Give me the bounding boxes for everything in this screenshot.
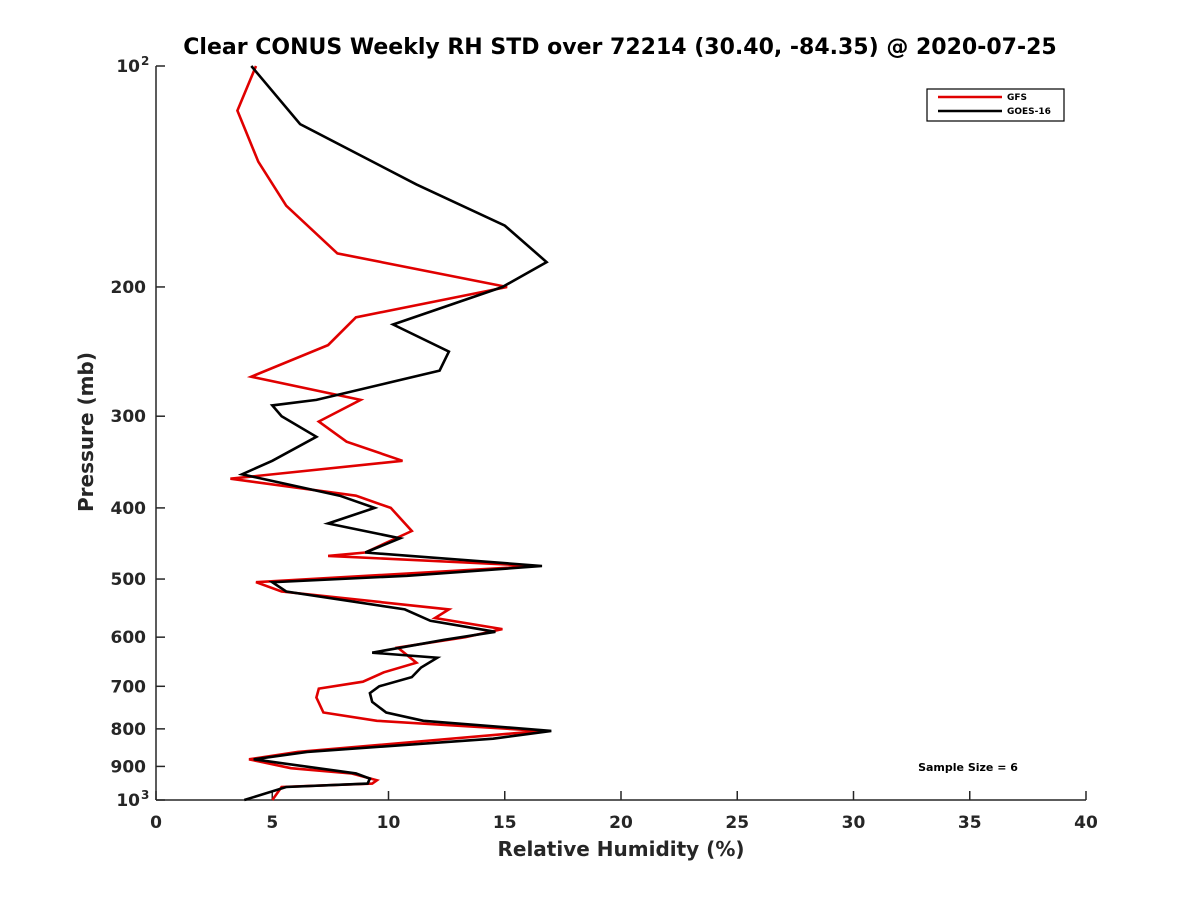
- y-axis-label: Pressure (mb): [74, 352, 98, 512]
- x-tick-label: 10: [377, 813, 401, 833]
- y-tick-label-exponent: 3: [141, 788, 149, 802]
- legend-label-goes16: GOES-16: [1007, 107, 1051, 117]
- legend-box: [926, 88, 1065, 122]
- sample-size-annotation: Sample Size = 6: [918, 761, 1018, 774]
- x-tick-label: 0: [150, 813, 162, 833]
- y-tick-label: 400: [111, 499, 147, 519]
- x-tick-label: 35: [958, 813, 982, 833]
- y-tick-label: 10: [116, 57, 140, 77]
- y-tick-label: 10: [116, 791, 140, 811]
- y-tick-label: 700: [111, 677, 147, 697]
- legend-label-gfs: GFS: [1007, 93, 1027, 103]
- y-tick-label: 200: [111, 278, 147, 298]
- y-tick-label: 600: [111, 628, 147, 648]
- x-tick-label: 25: [725, 813, 749, 833]
- legend: GFS GOES-16: [926, 88, 1065, 122]
- chart-title: Clear CONUS Weekly RH STD over 72214 (30…: [183, 35, 1056, 60]
- x-tick-label: 40: [1074, 813, 1098, 833]
- x-tick-label: 20: [609, 813, 633, 833]
- series-line-goes16: [237, 65, 552, 802]
- x-axis-label: Relative Humidity (%): [497, 837, 744, 861]
- y-tick-label: 800: [111, 720, 147, 740]
- y-tick-label: 900: [111, 757, 147, 777]
- series-line-gfs: [230, 65, 543, 801]
- x-tick-label: 5: [266, 813, 278, 833]
- y-tick-label: 300: [111, 407, 147, 427]
- y-tick-label: 500: [111, 570, 147, 590]
- x-tick-label: 15: [493, 813, 517, 833]
- y-tick-label-exponent: 2: [141, 54, 149, 68]
- x-tick-label: 30: [842, 813, 866, 833]
